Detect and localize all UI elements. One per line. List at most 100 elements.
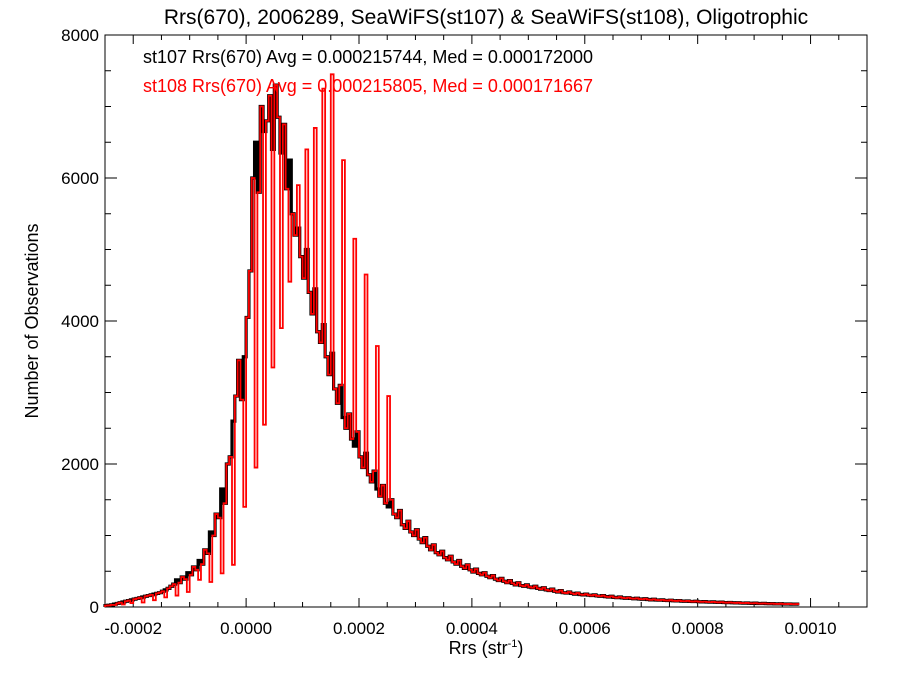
st108-bin	[249, 271, 252, 607]
st108-bin	[280, 328, 283, 607]
st107-bin	[359, 457, 362, 607]
st107-bin	[514, 585, 517, 607]
st107-bin	[376, 489, 379, 607]
st108-bin	[351, 439, 354, 607]
y-tick-label: 2000	[61, 455, 99, 474]
st107-bin	[461, 566, 464, 607]
y-tick-label: 4000	[61, 312, 99, 331]
st107-bin	[334, 389, 337, 607]
st108-bin	[325, 357, 328, 607]
st108-bin	[478, 573, 481, 607]
st108-bin	[255, 468, 258, 607]
x-tick-label: 0.0010	[785, 619, 837, 638]
st108-bin	[520, 586, 523, 607]
st107-bin	[303, 278, 306, 607]
st107-bin	[562, 593, 565, 607]
st108-bin	[336, 403, 339, 607]
st108-bin	[449, 556, 452, 607]
st108-bin	[401, 525, 404, 607]
x-axis-label-close: )	[517, 638, 523, 658]
st107-bin	[444, 558, 447, 607]
st108-bin	[311, 314, 314, 607]
st107-bin	[336, 403, 339, 607]
x-axis-label: Rrs (str-1)	[449, 638, 524, 658]
st107-bin	[506, 583, 509, 607]
x-tick-label: 0.0000	[220, 619, 272, 638]
st108-bin	[590, 596, 593, 607]
st107-bin	[407, 521, 410, 607]
st108-bin	[288, 282, 291, 607]
x-tick-label: -0.0002	[104, 619, 162, 638]
st108-bin	[348, 414, 351, 607]
st108-bin	[334, 389, 337, 607]
st108-bin	[562, 593, 565, 607]
st108-bin	[503, 581, 506, 607]
st107-bin	[294, 235, 297, 607]
st107-bin	[387, 507, 390, 607]
st107-bin	[325, 357, 328, 607]
y-tick-label: 8000	[61, 26, 99, 45]
st107-bin	[573, 594, 576, 607]
st107-bin	[449, 556, 452, 607]
st107-bin	[351, 439, 354, 607]
st108-annotation: st108 Rrs(670) Avg = 0.000215805, Med = …	[143, 76, 593, 96]
st107-bin	[297, 228, 300, 607]
st107-bin	[537, 588, 540, 607]
st108-bin	[209, 582, 212, 607]
x-tick-labels: -0.0002 0.0000 0.0002 0.0004 0.0006 0.0008 0.0…	[104, 619, 836, 638]
st108-bin	[317, 332, 320, 607]
st108-bin	[424, 538, 427, 607]
st108-bin	[430, 550, 433, 607]
st107-bin	[396, 518, 399, 607]
st108-bin	[303, 278, 306, 607]
st107-bin	[308, 292, 311, 607]
st107-bin	[367, 475, 370, 607]
st108-bin	[300, 257, 303, 607]
st107-bin	[317, 332, 320, 607]
st107-bin	[418, 539, 421, 607]
st108-step-line	[104, 73, 800, 607]
st107-bin	[404, 528, 407, 607]
st107-bin	[494, 579, 497, 607]
st107-bin	[373, 471, 376, 607]
st107-bin	[410, 532, 413, 607]
st107-bin	[520, 586, 523, 607]
st107-bin	[319, 342, 322, 607]
st107-bin	[421, 543, 424, 607]
st108-bin	[494, 579, 497, 607]
st107-bin	[331, 353, 334, 607]
x-tick-label: 0.0008	[672, 619, 724, 638]
plot-frame	[104, 34, 868, 608]
st108-bin	[328, 375, 331, 607]
st107-bin	[427, 546, 430, 607]
y-axis-label: Number of Observations	[22, 223, 42, 418]
y-tick-label: 6000	[61, 169, 99, 188]
st108-bin	[243, 507, 246, 607]
st107-bin	[435, 553, 438, 607]
st107-bin	[511, 583, 514, 607]
series-st108	[104, 73, 800, 607]
st108-bin	[531, 588, 534, 607]
st108-bin	[540, 589, 543, 607]
st108-bin	[232, 565, 235, 607]
st107-bin	[345, 428, 348, 607]
st108-bin	[435, 553, 438, 607]
st108-bin	[308, 292, 311, 607]
st107-bin	[415, 530, 418, 607]
st107-bin	[599, 596, 602, 607]
st108-bin	[480, 575, 483, 607]
st108-bin	[446, 560, 449, 607]
st108-bin	[384, 503, 387, 607]
st108-bin	[415, 530, 418, 607]
st108-bin	[404, 528, 407, 607]
st108-bin	[418, 539, 421, 607]
st108-bin	[410, 532, 413, 607]
st108-bin	[511, 583, 514, 607]
st108-bin	[548, 591, 551, 607]
st108-bin	[438, 555, 441, 607]
st108-bin	[164, 597, 167, 607]
x-axis-label-superscript: -1	[508, 638, 518, 650]
st107-bin	[489, 578, 492, 607]
chart-title: Rrs(670), 2006289, SeaWiFS(st107) & SeaW…	[164, 6, 808, 29]
